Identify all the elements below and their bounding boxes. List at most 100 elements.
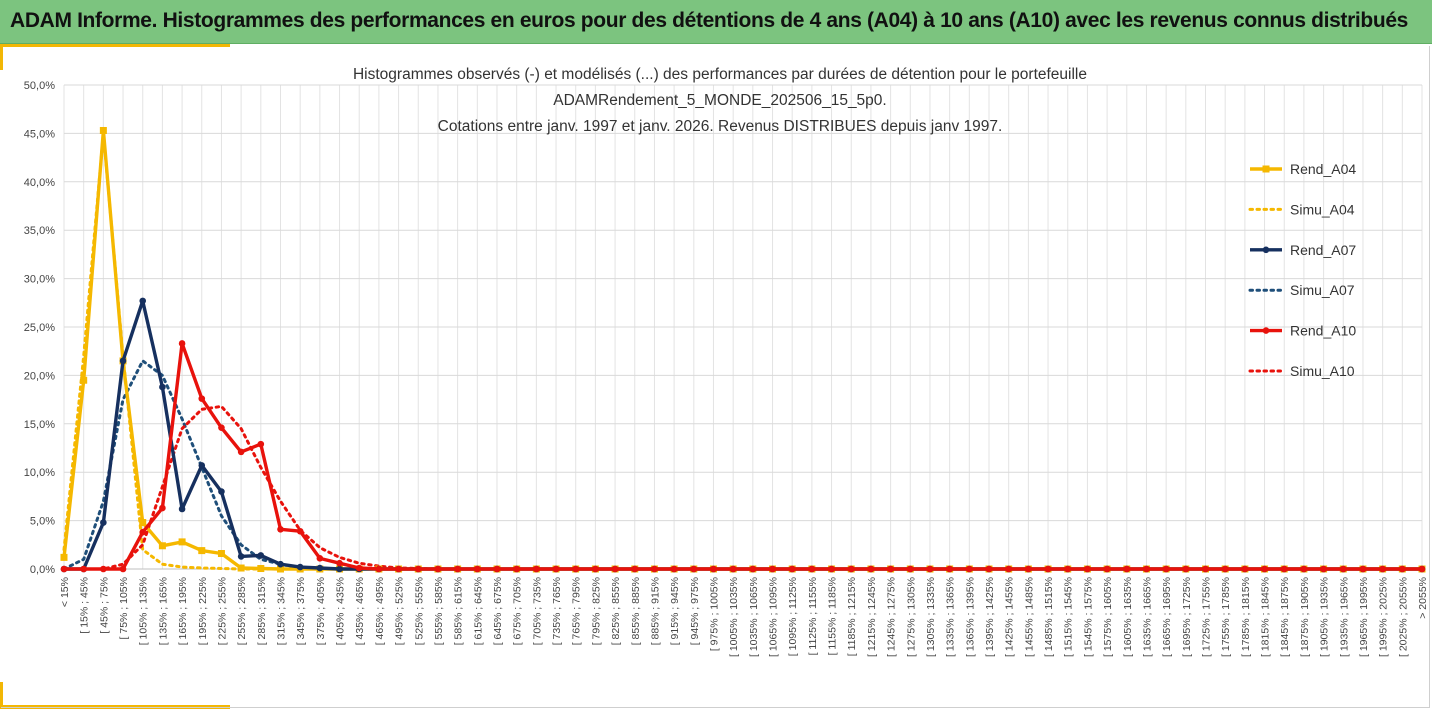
x-tick-label: [ 2025% ; 2055% [1397,577,1409,657]
x-axis: < 15% [ 15% ; 45% [ 45% ; 75% [ 75% ; 105% [… [59,577,1429,657]
data-point-rend-a10 [1162,565,1170,573]
data-point-rend-a04 [276,565,284,573]
x-tick-label: [ 315% ; 345% [275,577,287,645]
x-tick-label: [ 1815% ; 1845% [1260,577,1272,657]
data-point-rend-a10 [847,565,855,573]
x-tick-label: [ 195% ; 225% [197,577,209,645]
data-point-rend-a04 [139,519,147,527]
x-tick-label: > 2055% [1417,577,1429,619]
legend-marker [1262,246,1270,254]
x-tick-label: [ 975% ; 1005% [708,577,720,651]
data-point-rend-a10 [533,565,540,573]
legend-label: Rend_A10 [1290,323,1356,339]
x-tick-label: [ 855% ; 885% [630,577,642,645]
x-tick-label: [ 1425% ; 1455% [1004,577,1016,657]
data-point-rend-a10 [375,565,383,573]
series-line-rend-a04 [62,128,1422,571]
x-tick-label: [ 1065% ; 1095% [768,577,780,657]
data-point-rend-a04 [237,564,245,572]
data-point-rend-a04 [257,565,265,573]
x-tick-label: [ 1845% ; 1875% [1279,577,1291,657]
legend: Rend_A04 Simu_A04 Rend_A07 Simu_A07 Rend_A10… [1248,161,1356,379]
report-title: ADAM Informe. Histogrammes des performan… [10,9,1408,32]
data-point-rend-a10 [1202,565,1209,573]
legend-marker [1262,165,1270,173]
data-point-rend-a10 [906,565,914,573]
legend-item-simu-a07: Simu_A07 [1248,282,1355,298]
legend-label: Rend_A07 [1290,242,1356,258]
data-point-rend-a07 [336,565,343,573]
data-point-rend-a07 [237,553,245,560]
data-point-rend-a10 [966,565,973,573]
x-tick-label: [ 1095% ; 1125% [787,577,799,656]
data-point-rend-a04 [178,538,186,546]
x-tick-label: [ 465% ; 495% [374,577,386,645]
x-tick-label: [ 1365% ; 1395% [964,577,976,657]
data-point-rend-a10 [808,565,816,573]
y-tick-label: 25,0% [24,322,55,334]
x-tick-label: [ 1005% ; 1035% [728,577,740,657]
data-point-rend-a10 [828,565,835,573]
x-tick-label: [ 525% ; 555% [413,577,425,645]
x-tick-label: [ 105% ; 135% [138,577,150,645]
data-point-rend-a10 [729,565,737,573]
chart-title: Histogrammes observés (-) et modélisés (… [353,66,1087,135]
legend-item-rend-a07: Rend_A07 [1250,242,1356,258]
data-point-rend-a10 [60,565,68,573]
data-point-rend-a10 [178,340,186,347]
x-tick-label: [ 585% ; 615% [453,577,465,645]
x-tick-label: [ 1395% ; 1425% [984,577,996,657]
legend-label: Rend_A04 [1290,161,1356,177]
data-point-rend-a10 [788,565,796,573]
x-tick-label: [ 1515% ; 1545% [1063,577,1075,657]
x-tick-label: [ 825% ; 855% [610,577,622,645]
legend-item-simu-a04: Simu_A04 [1248,201,1355,217]
data-point-rend-a10 [985,565,993,573]
data-point-rend-a10 [887,565,894,573]
data-point-rend-a07 [119,357,127,365]
data-point-rend-a10 [296,527,304,535]
series-line-simu-a04 [62,131,1424,571]
x-tick-label: [ 375% ; 405% [315,577,327,645]
x-tick-label: [ 285% ; 315% [256,577,268,645]
chart-title-line-2: ADAMRendement_5_MONDE_202506_15_5p0. [553,92,886,109]
data-point-rend-a04 [99,126,107,134]
legend-label: Simu_A07 [1290,282,1355,298]
data-point-rend-a10 [1379,565,1386,573]
x-tick-label: [ 1695% ; 1725% [1181,577,1193,657]
legend-label: Simu_A10 [1290,363,1355,379]
chart-frame [1,46,1430,708]
data-point-rend-a10 [926,565,934,573]
legend-item-simu-a10: Simu_A10 [1248,363,1355,379]
x-tick-label: [ 1995% ; 2025% [1378,577,1390,657]
x-tick-label: [ 1575% ; 1605% [1102,577,1114,657]
data-point-rend-a10 [592,565,599,573]
data-point-rend-a07 [296,563,304,571]
data-point-rend-a07 [198,462,206,469]
x-tick-label: < 15% [59,577,71,607]
x-tick-label: [ 555% ; 585% [433,577,445,645]
data-point-rend-a10 [710,565,717,573]
data-point-rend-a10 [336,559,343,567]
data-point-rend-a10 [218,424,225,431]
legend-item-rend-a10: Rend_A10 [1250,323,1356,339]
accent-bar-top [0,44,230,47]
x-tick-label: [ 765% ; 795% [571,577,583,645]
x-tick-label: [ 1905% ; 1935% [1319,577,1331,657]
data-point-rend-a10 [434,565,442,573]
chart-title-line-1: Histogrammes observés (-) et modélisés (… [353,66,1087,83]
grid [63,84,1423,570]
data-point-rend-a10 [552,565,560,573]
legend-item-rend-a04: Rend_A04 [1250,161,1356,177]
data-point-rend-a10 [749,565,757,573]
data-point-rend-a10 [355,564,363,572]
data-point-rend-a10 [159,504,166,512]
data-point-rend-a07 [100,519,107,526]
data-point-rend-a10 [454,565,461,573]
x-tick-label: [ 15% ; 45% [79,577,91,634]
x-tick-label: [ 735% ; 765% [551,577,563,645]
report-banner: ADAM Informe. Histogrammes des performan… [0,0,1432,44]
data-point-rend-a10 [1399,565,1406,573]
data-point-rend-a10 [513,565,520,573]
data-point-rend-a10 [769,565,776,573]
